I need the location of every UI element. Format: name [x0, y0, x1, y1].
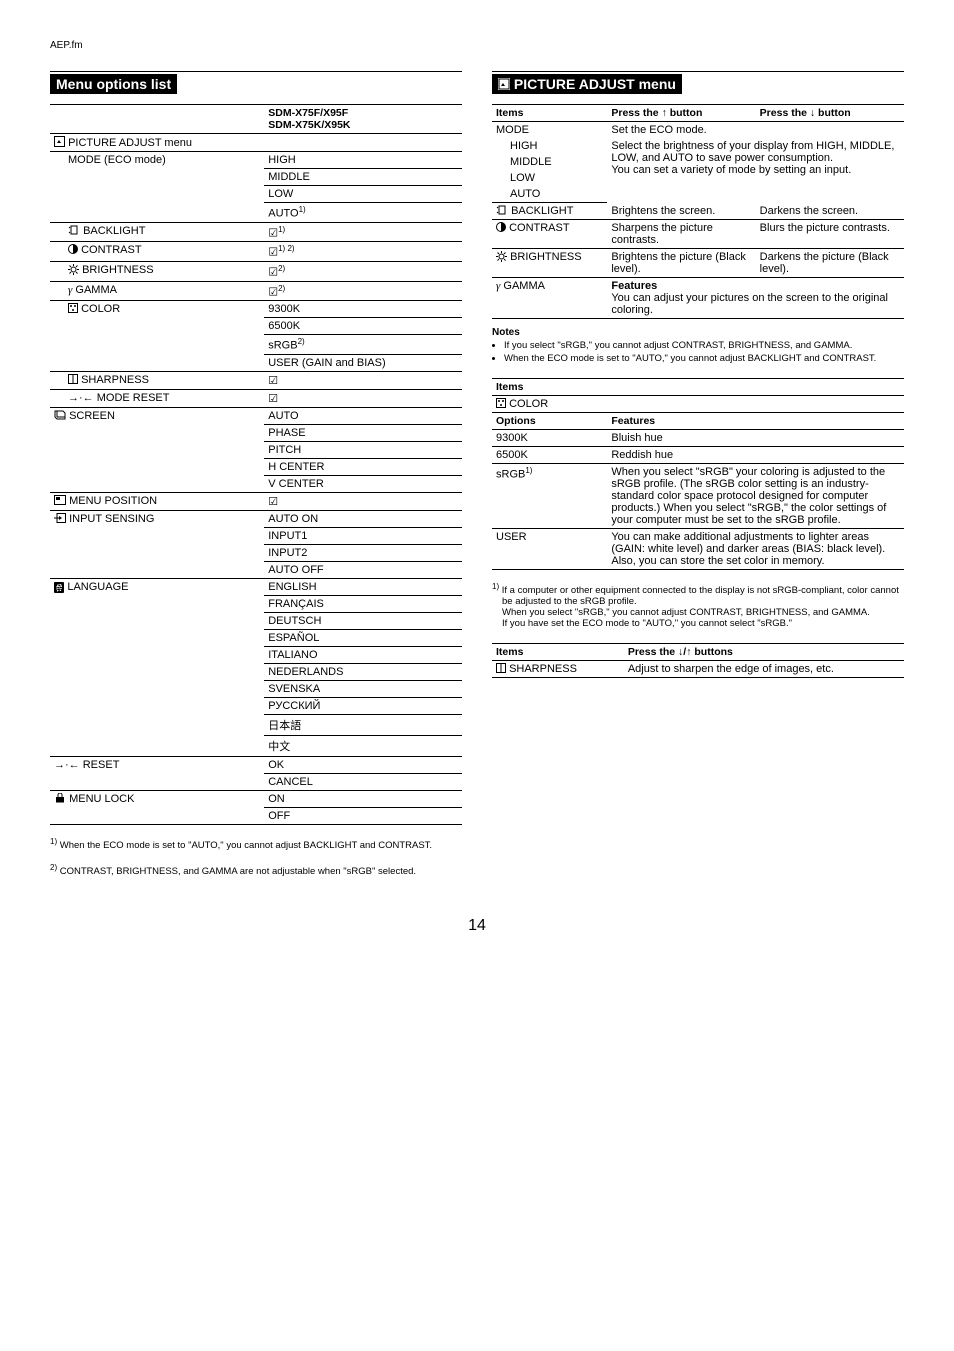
cat-inputsensing: INPUT SENSING	[50, 510, 264, 578]
screen-icon	[54, 410, 66, 420]
cat-reset: →·← RESET	[50, 756, 264, 790]
notes-list: If you select "sRGB," you cannot adjust …	[492, 340, 904, 364]
row-mode: MODE (ECO mode)	[50, 152, 264, 223]
backlight-icon	[496, 205, 508, 215]
cat-menulock: MENU LOCK	[50, 790, 264, 824]
left-footnote-2: 2) CONTRAST, BRIGHTNESS, and GAMMA are n…	[50, 863, 462, 877]
menu-options-table: SDM-X75F/X95F SDM-X75K/X95K PICTURE ADJU…	[50, 104, 462, 825]
left-footnote-1: 1) When the ECO mode is set to "AUTO," y…	[50, 837, 462, 851]
contrast-icon	[496, 222, 506, 232]
picture-adjust-table: Items Press the ↑ button Press the ↓ but…	[492, 104, 904, 319]
right-column: PICTURE ADJUST menu Items Press the ↑ bu…	[492, 71, 904, 877]
row-color: COLOR	[50, 301, 264, 372]
lang-icon: ፷	[54, 582, 64, 593]
model-header: SDM-X75F/X95F SDM-X75K/X95K	[264, 105, 462, 134]
brightness-icon	[496, 251, 507, 262]
row-modereset: →·← MODE RESET	[50, 389, 264, 407]
sharpness-icon	[68, 374, 78, 384]
row-gamma: γ GAMMA	[50, 281, 264, 301]
contrast-icon	[68, 244, 78, 254]
brightness-icon	[68, 264, 79, 275]
cat-menupos: MENU POSITION	[50, 492, 264, 510]
row-brightness: BRIGHTNESS	[50, 261, 264, 281]
t1-gamma: γ GAMMA	[492, 278, 607, 319]
left-column: Menu options list SDM-X75F/X95F SDM-X75K…	[50, 71, 462, 877]
lock-icon	[54, 793, 66, 803]
color-options-table: Items COLOR OptionsFeatures 9300KBluish …	[492, 378, 904, 570]
t2-colorlabel: COLOR	[492, 396, 904, 413]
row-sharpness: SHARPNESS	[50, 371, 264, 389]
cat-language: ፷ LANGUAGE	[50, 578, 264, 756]
t1-brightness: BRIGHTNESS	[492, 249, 607, 278]
t3-sharpness: SHARPNESS	[492, 661, 624, 678]
page-number: 14	[50, 917, 904, 935]
t1-contrast: CONTRAST	[492, 220, 607, 249]
row-contrast: CONTRAST	[50, 242, 264, 262]
menupos-icon	[54, 495, 66, 505]
backlight-icon	[68, 225, 80, 235]
notes-heading: Notes	[492, 327, 904, 338]
input-icon	[54, 513, 66, 523]
sharpness-table: ItemsPress the ↓/↑ buttons SHARPNESS Adj…	[492, 643, 904, 678]
color-icon	[496, 398, 506, 408]
t2-footnote: 1) If a computer or other equipment conn…	[492, 582, 904, 629]
cat-picture-adjust: PICTURE ADJUST menu	[50, 134, 462, 152]
picture-icon	[498, 78, 510, 90]
color-icon	[68, 303, 78, 313]
t1-mode: MODE	[492, 122, 607, 139]
doc-header: AEP.fm	[50, 40, 904, 51]
t1-backlight: BACKLIGHT	[492, 203, 607, 220]
cat-screen: SCREEN	[50, 407, 264, 492]
left-title: Menu options list	[50, 74, 177, 94]
sharpness-icon	[496, 663, 506, 673]
row-backlight: BACKLIGHT	[50, 222, 264, 242]
right-title: PICTURE ADJUST menu	[492, 74, 682, 94]
